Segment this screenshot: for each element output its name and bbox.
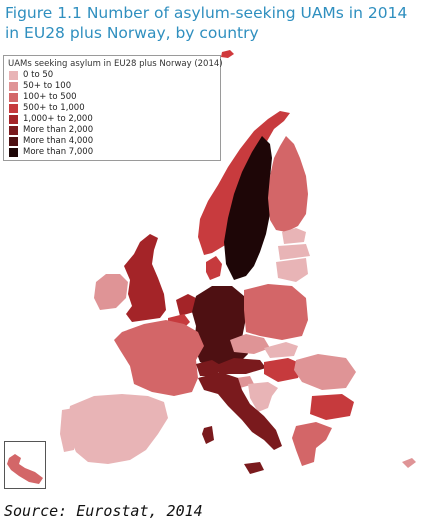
map-region-estonia [282, 228, 306, 244]
legend-title: UAMs seeking asylum in EU28 plus Norway … [8, 59, 223, 69]
map-legend: UAMs seeking asylum in EU28 plus Norway … [3, 55, 223, 161]
map-region-germany [192, 286, 248, 368]
legend-item: 50+ to 100 [9, 81, 71, 91]
map-region-slovakia [264, 342, 298, 358]
legend-label: 100+ to 500 [23, 92, 77, 102]
map-region-lithuania [276, 258, 308, 282]
legend-label: More than 2,000 [23, 125, 94, 135]
map-region-switzerland [196, 360, 222, 376]
map-region-greece [292, 422, 332, 466]
map-region-netherlands [176, 294, 196, 316]
map-region-bulgaria [310, 394, 354, 420]
legend-label: 50+ to 100 [23, 81, 72, 91]
map-region-portugal [60, 408, 76, 452]
legend-item: 1,000+ to 2,000 [9, 114, 93, 124]
legend-item: 100+ to 500 [9, 92, 77, 102]
map-region-sicily [244, 462, 264, 474]
legend-item: 500+ to 1,000 [9, 103, 85, 113]
map-region-finland [268, 136, 308, 232]
legend-label: 0 to 50 [23, 70, 54, 80]
map-region-croatia [248, 382, 278, 412]
map-region-hungary [264, 358, 302, 382]
map-region-iceland [221, 50, 234, 58]
legend-swatch [9, 81, 18, 91]
map-region-ireland [94, 274, 128, 310]
map-region-sweden [224, 136, 272, 280]
map-region-denmark [206, 256, 222, 280]
legend-label: More than 7,000 [23, 147, 94, 157]
legend-swatch [9, 92, 18, 102]
legend-label: More than 4,000 [23, 136, 94, 146]
legend-item: 0 to 50 [9, 70, 53, 80]
legend-swatch [9, 103, 18, 113]
europe-map [60, 50, 416, 474]
map-region-france [114, 320, 204, 396]
legend-label: 1,000+ to 2,000 [23, 114, 93, 124]
legend-swatch [9, 136, 18, 146]
legend-swatch [9, 70, 18, 80]
map-region-sardinia [202, 426, 214, 444]
map-region-cyprus [402, 458, 416, 468]
legend-swatch [9, 114, 18, 124]
map-region-czech [230, 334, 270, 354]
malta-inset-map [7, 454, 43, 484]
legend-item: More than 2,000 [9, 125, 93, 135]
map-region-austria [214, 358, 266, 374]
map-region-uk [124, 234, 166, 322]
map-region-malta [7, 454, 43, 484]
legend-swatch [9, 125, 18, 135]
map-region-romania [294, 354, 356, 390]
map-region-latvia [278, 244, 310, 260]
map-region-italy [198, 372, 282, 450]
legend-label: 500+ to 1,000 [23, 103, 85, 113]
legend-item: More than 7,000 [9, 147, 93, 157]
source-note: Source: Eurostat, 2014 [4, 502, 203, 520]
map-region-poland [244, 284, 308, 340]
legend-item: More than 4,000 [9, 136, 93, 146]
figure-title: Figure 1.1 Number of asylum-seeking UAMs… [5, 4, 408, 42]
malta-inset [4, 441, 46, 489]
legend-swatch [9, 147, 18, 157]
map-region-spain [68, 394, 168, 464]
